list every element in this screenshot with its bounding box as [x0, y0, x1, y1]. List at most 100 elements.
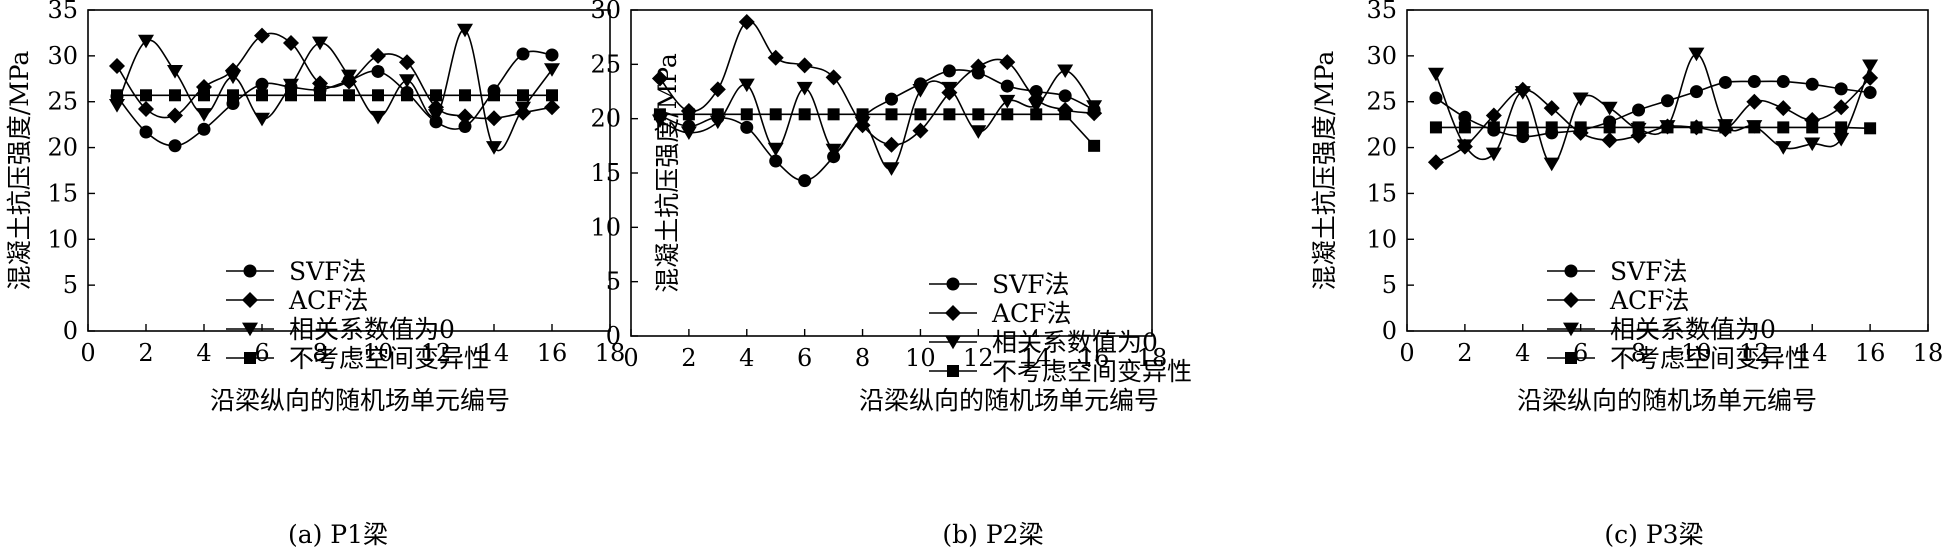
series-line-2 — [1435, 77, 1871, 163]
data-point-square — [943, 108, 956, 121]
y-tick-label: 20 — [590, 105, 621, 133]
data-point-square — [1864, 122, 1877, 135]
data-point-square — [682, 108, 695, 121]
series-4 — [1429, 121, 1877, 135]
series-4 — [111, 89, 558, 102]
data-point-square — [1001, 108, 1014, 121]
data-point-square — [653, 108, 666, 121]
y-tick-label: 25 — [590, 50, 621, 78]
data-point-triangle — [912, 84, 929, 98]
data-point-circle — [1776, 75, 1790, 89]
data-point-square — [401, 89, 413, 102]
data-point-diamond — [1775, 100, 1792, 117]
data-point-circle — [139, 125, 153, 139]
y-tick-label: 25 — [47, 88, 78, 116]
data-point-square — [1088, 139, 1101, 152]
data-point-square — [198, 89, 210, 102]
data-point-square — [885, 108, 898, 121]
data-point-circle — [168, 139, 182, 153]
y-tick-label: 15 — [590, 159, 621, 187]
series-line-3 — [1435, 53, 1871, 165]
y-tick-label: 35 — [47, 0, 78, 24]
data-point-square — [914, 108, 927, 121]
series-line-1 — [1435, 80, 1871, 138]
x-tick-label: 14 — [479, 339, 510, 367]
x-tick-label: 12 — [1739, 339, 1770, 367]
x-tick-label: 0 — [1399, 339, 1414, 367]
legend-entry: SVF法 — [226, 257, 367, 286]
data-point-square — [1632, 121, 1645, 134]
legend-marker — [242, 322, 258, 337]
x-tick-label: 12 — [421, 339, 452, 367]
data-point-square — [1661, 121, 1674, 134]
chart-panel-3: 0 2 4 6 8 10 12 14 16 1805101520253035沿梁纵向的随机场单元编… — [1310, 0, 1943, 549]
data-point-circle — [255, 77, 269, 91]
data-point-diamond — [709, 81, 726, 98]
data-point-square — [1516, 121, 1529, 134]
x-tick-label: 18 — [1137, 344, 1168, 372]
y-tick-label: 30 — [590, 0, 621, 24]
data-point-triangle — [1057, 64, 1074, 79]
x-axis-title: 沿梁纵向的随机场单元编号 — [859, 386, 1159, 415]
data-point-square — [1777, 121, 1790, 134]
data-point-triangle — [196, 108, 212, 122]
legend-entry: 不考虑空间变异性 — [929, 357, 1192, 386]
data-point-square — [256, 89, 268, 102]
data-point-circle — [1632, 103, 1646, 117]
x-tick-label: 0 — [80, 339, 95, 367]
y-tick-label: 30 — [1366, 42, 1397, 70]
legend-entry: 相关系数值为0 — [1547, 315, 1776, 344]
data-point-triangle — [399, 74, 415, 88]
data-point-square — [343, 89, 355, 102]
data-point-triangle — [1572, 92, 1589, 107]
data-point-triangle — [1028, 99, 1045, 113]
y-tick-label: 0 — [1382, 317, 1397, 345]
data-point-square — [227, 89, 239, 102]
data-point-square — [1690, 121, 1703, 134]
y-tick-label: 25 — [1366, 88, 1397, 116]
data-point-circle — [769, 154, 783, 168]
x-tick-label: 4 — [196, 339, 211, 367]
data-point-triangle — [515, 101, 531, 116]
legend-entry: ACF法 — [1547, 286, 1690, 315]
legend-label: 不考虑空间变异性 — [1610, 344, 1810, 373]
legend-label: SVF法 — [1610, 257, 1688, 286]
y-tick-label: 35 — [1366, 0, 1397, 24]
x-axis-title: 沿梁纵向的随机场单元编号 — [1517, 386, 1817, 415]
data-point-triangle — [1688, 47, 1705, 62]
x-tick-label: 4 — [739, 344, 754, 372]
data-point-triangle — [428, 109, 444, 123]
legend-label: SVF法 — [992, 270, 1070, 299]
y-tick-label: 5 — [606, 268, 621, 296]
data-point-triangle — [283, 78, 299, 93]
y-axis-title: 混凝土抗压强度/MPa — [653, 53, 682, 293]
panel-caption: (a) P1梁 — [288, 520, 388, 549]
legend-marker — [945, 305, 961, 321]
data-point-circle — [1689, 85, 1703, 99]
data-point-diamond — [912, 122, 929, 139]
data-point-triangle — [1456, 139, 1473, 153]
series-3 — [651, 64, 1103, 176]
data-point-diamond — [1833, 99, 1850, 116]
legend-marker — [242, 292, 258, 308]
data-point-triangle — [341, 69, 357, 84]
data-point-square — [827, 108, 840, 121]
data-point-square — [459, 89, 471, 102]
data-point-diamond — [738, 13, 755, 30]
data-point-circle — [371, 64, 385, 78]
data-point-square — [1603, 121, 1616, 134]
legend-marker — [243, 264, 257, 278]
data-point-square — [1748, 121, 1761, 134]
legend-marker — [1565, 352, 1577, 364]
legend-label: SVF法 — [289, 257, 367, 286]
x-tick-label: 2 — [681, 344, 696, 372]
data-point-circle — [1429, 91, 1443, 105]
x-tick-label: 10 — [905, 344, 936, 372]
series-4 — [653, 108, 1101, 152]
data-point-square — [1719, 121, 1732, 134]
data-point-circle — [1805, 77, 1819, 91]
data-point-triangle — [738, 78, 755, 93]
data-point-square — [972, 108, 985, 121]
data-point-triangle — [970, 125, 987, 139]
legend-marker — [1563, 322, 1579, 337]
